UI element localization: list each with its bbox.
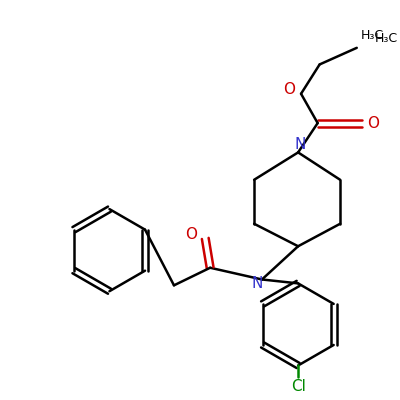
- Text: O: O: [283, 82, 295, 97]
- Text: H₃C: H₃C: [374, 32, 398, 44]
- Text: O: O: [186, 227, 198, 242]
- Text: N: N: [251, 276, 263, 291]
- Text: Cl: Cl: [291, 380, 306, 394]
- Text: N: N: [294, 137, 306, 152]
- Text: H₃C: H₃C: [361, 29, 384, 42]
- Text: O: O: [367, 116, 379, 130]
